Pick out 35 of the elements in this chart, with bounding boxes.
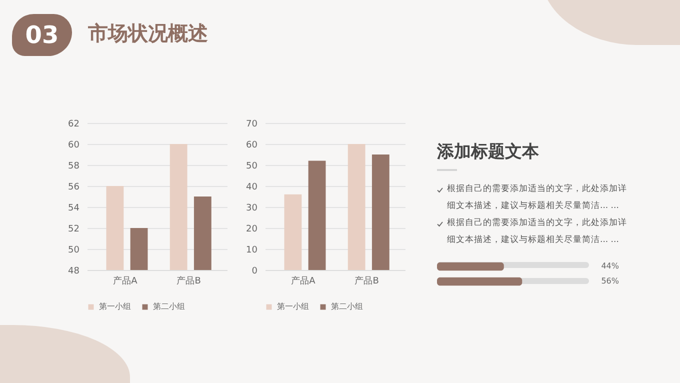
y-tick-label: 54 xyxy=(68,204,80,214)
legend-label: 第二小组 xyxy=(331,302,363,311)
y-tick-label: 56 xyxy=(68,182,80,192)
bar xyxy=(348,144,366,270)
legend-label: 第一小组 xyxy=(277,302,309,311)
y-tick-label: 10 xyxy=(246,246,258,256)
y-tick-label: 58 xyxy=(68,162,80,172)
x-tick-label: 产品A xyxy=(291,276,316,286)
y-tick-label: 48 xyxy=(68,266,80,276)
legend-label: 第一小组 xyxy=(99,302,131,311)
data-label: 56% xyxy=(601,276,620,286)
text: 根据自己的需要添加适当的文字，此处添加详细文本描述，建议与标题相关尽量简洁... ... xyxy=(446,182,627,213)
y-tick-label: 70 xyxy=(246,120,258,130)
y-tick-label: 0 xyxy=(252,266,258,276)
y-tick-label: 30 xyxy=(246,204,258,214)
y-tick-label: 62 xyxy=(68,120,80,130)
y-tick-label: 40 xyxy=(246,182,258,192)
y-tick-label: 52 xyxy=(68,224,80,234)
text: 03 xyxy=(12,14,72,56)
x-tick-label: 产品B xyxy=(176,276,201,286)
text: 添加标题文本 xyxy=(437,141,540,163)
text: 根据自己的需要添加适当的文字，此处添加详细文本描述，建议与标题相关尽量简洁... ... xyxy=(446,216,627,247)
text: 市场状况概述 xyxy=(88,20,208,47)
bar xyxy=(284,194,302,270)
data-label: 44% xyxy=(601,262,620,270)
y-tick-label: 60 xyxy=(246,140,258,150)
y-tick-label: 60 xyxy=(68,140,80,150)
bar xyxy=(372,154,390,270)
y-tick-label: 20 xyxy=(246,224,258,234)
bar xyxy=(308,160,326,270)
x-tick-label: 产品B xyxy=(354,276,379,286)
x-tick-label: 产品A xyxy=(113,276,138,286)
y-tick-label: 50 xyxy=(246,162,258,172)
legend-label: 第二小组 xyxy=(153,302,185,311)
y-tick-label: 50 xyxy=(68,246,80,256)
